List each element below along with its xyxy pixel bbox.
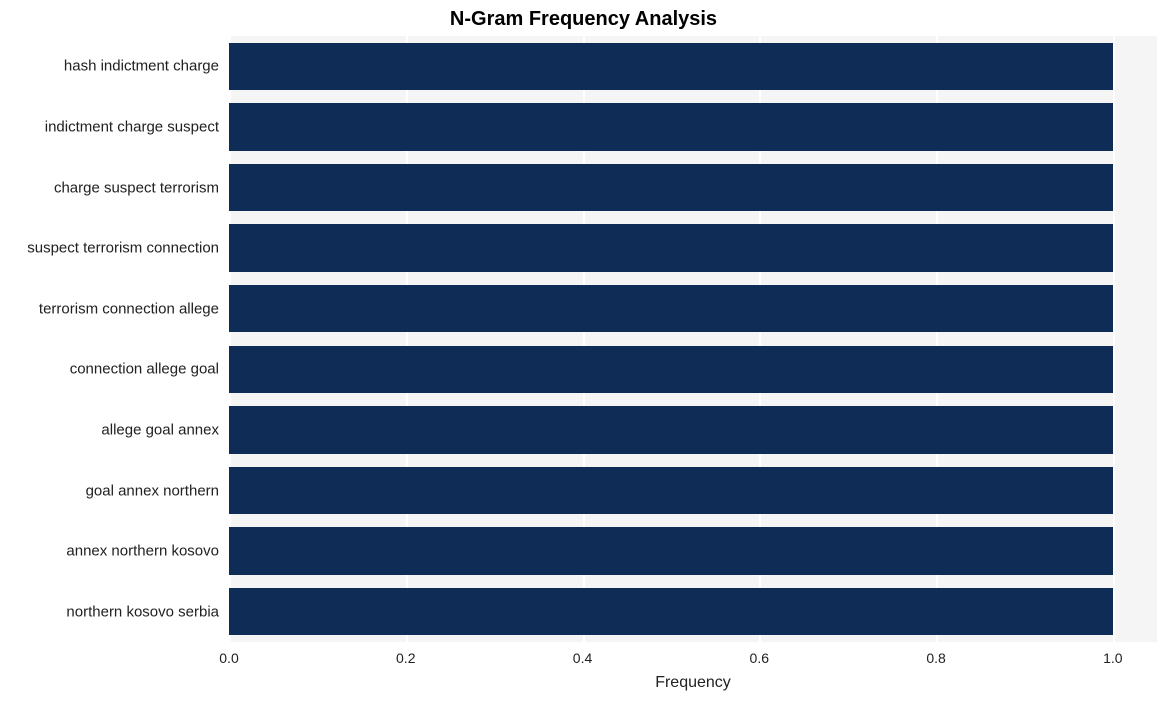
bar — [229, 224, 1113, 271]
x-tick-label: 1.0 — [1103, 642, 1122, 666]
bar — [229, 346, 1113, 393]
bar — [229, 103, 1113, 150]
x-tick-label: 0.8 — [926, 642, 945, 666]
bar — [229, 588, 1113, 635]
grid-line — [1113, 36, 1115, 642]
plot-area: Frequency hash indictment chargeindictme… — [229, 36, 1157, 642]
bar — [229, 43, 1113, 90]
y-tick-label: suspect terrorism connection — [27, 240, 229, 257]
bar — [229, 527, 1113, 574]
chart-title: N-Gram Frequency Analysis — [0, 8, 1167, 31]
x-axis-title: Frequency — [229, 642, 1157, 692]
y-tick-label: connection allege goal — [70, 361, 229, 378]
y-tick-label: charge suspect terrorism — [54, 179, 229, 196]
bar — [229, 164, 1113, 211]
bar — [229, 406, 1113, 453]
x-tick-label: 0.2 — [396, 642, 415, 666]
y-tick-label: allege goal annex — [101, 421, 229, 438]
y-tick-label: northern kosovo serbia — [66, 603, 229, 620]
y-tick-label: hash indictment charge — [64, 58, 229, 75]
y-tick-label: terrorism connection allege — [39, 300, 229, 317]
ngram-frequency-chart: N-Gram Frequency Analysis Frequency hash… — [0, 0, 1167, 701]
x-tick-label: 0.4 — [573, 642, 592, 666]
bar — [229, 467, 1113, 514]
y-tick-label: indictment charge suspect — [45, 118, 229, 135]
y-tick-label: goal annex northern — [86, 482, 229, 499]
x-tick-label: 0.0 — [219, 642, 238, 666]
bar — [229, 285, 1113, 332]
y-tick-label: annex northern kosovo — [66, 543, 229, 560]
x-tick-label: 0.6 — [750, 642, 769, 666]
